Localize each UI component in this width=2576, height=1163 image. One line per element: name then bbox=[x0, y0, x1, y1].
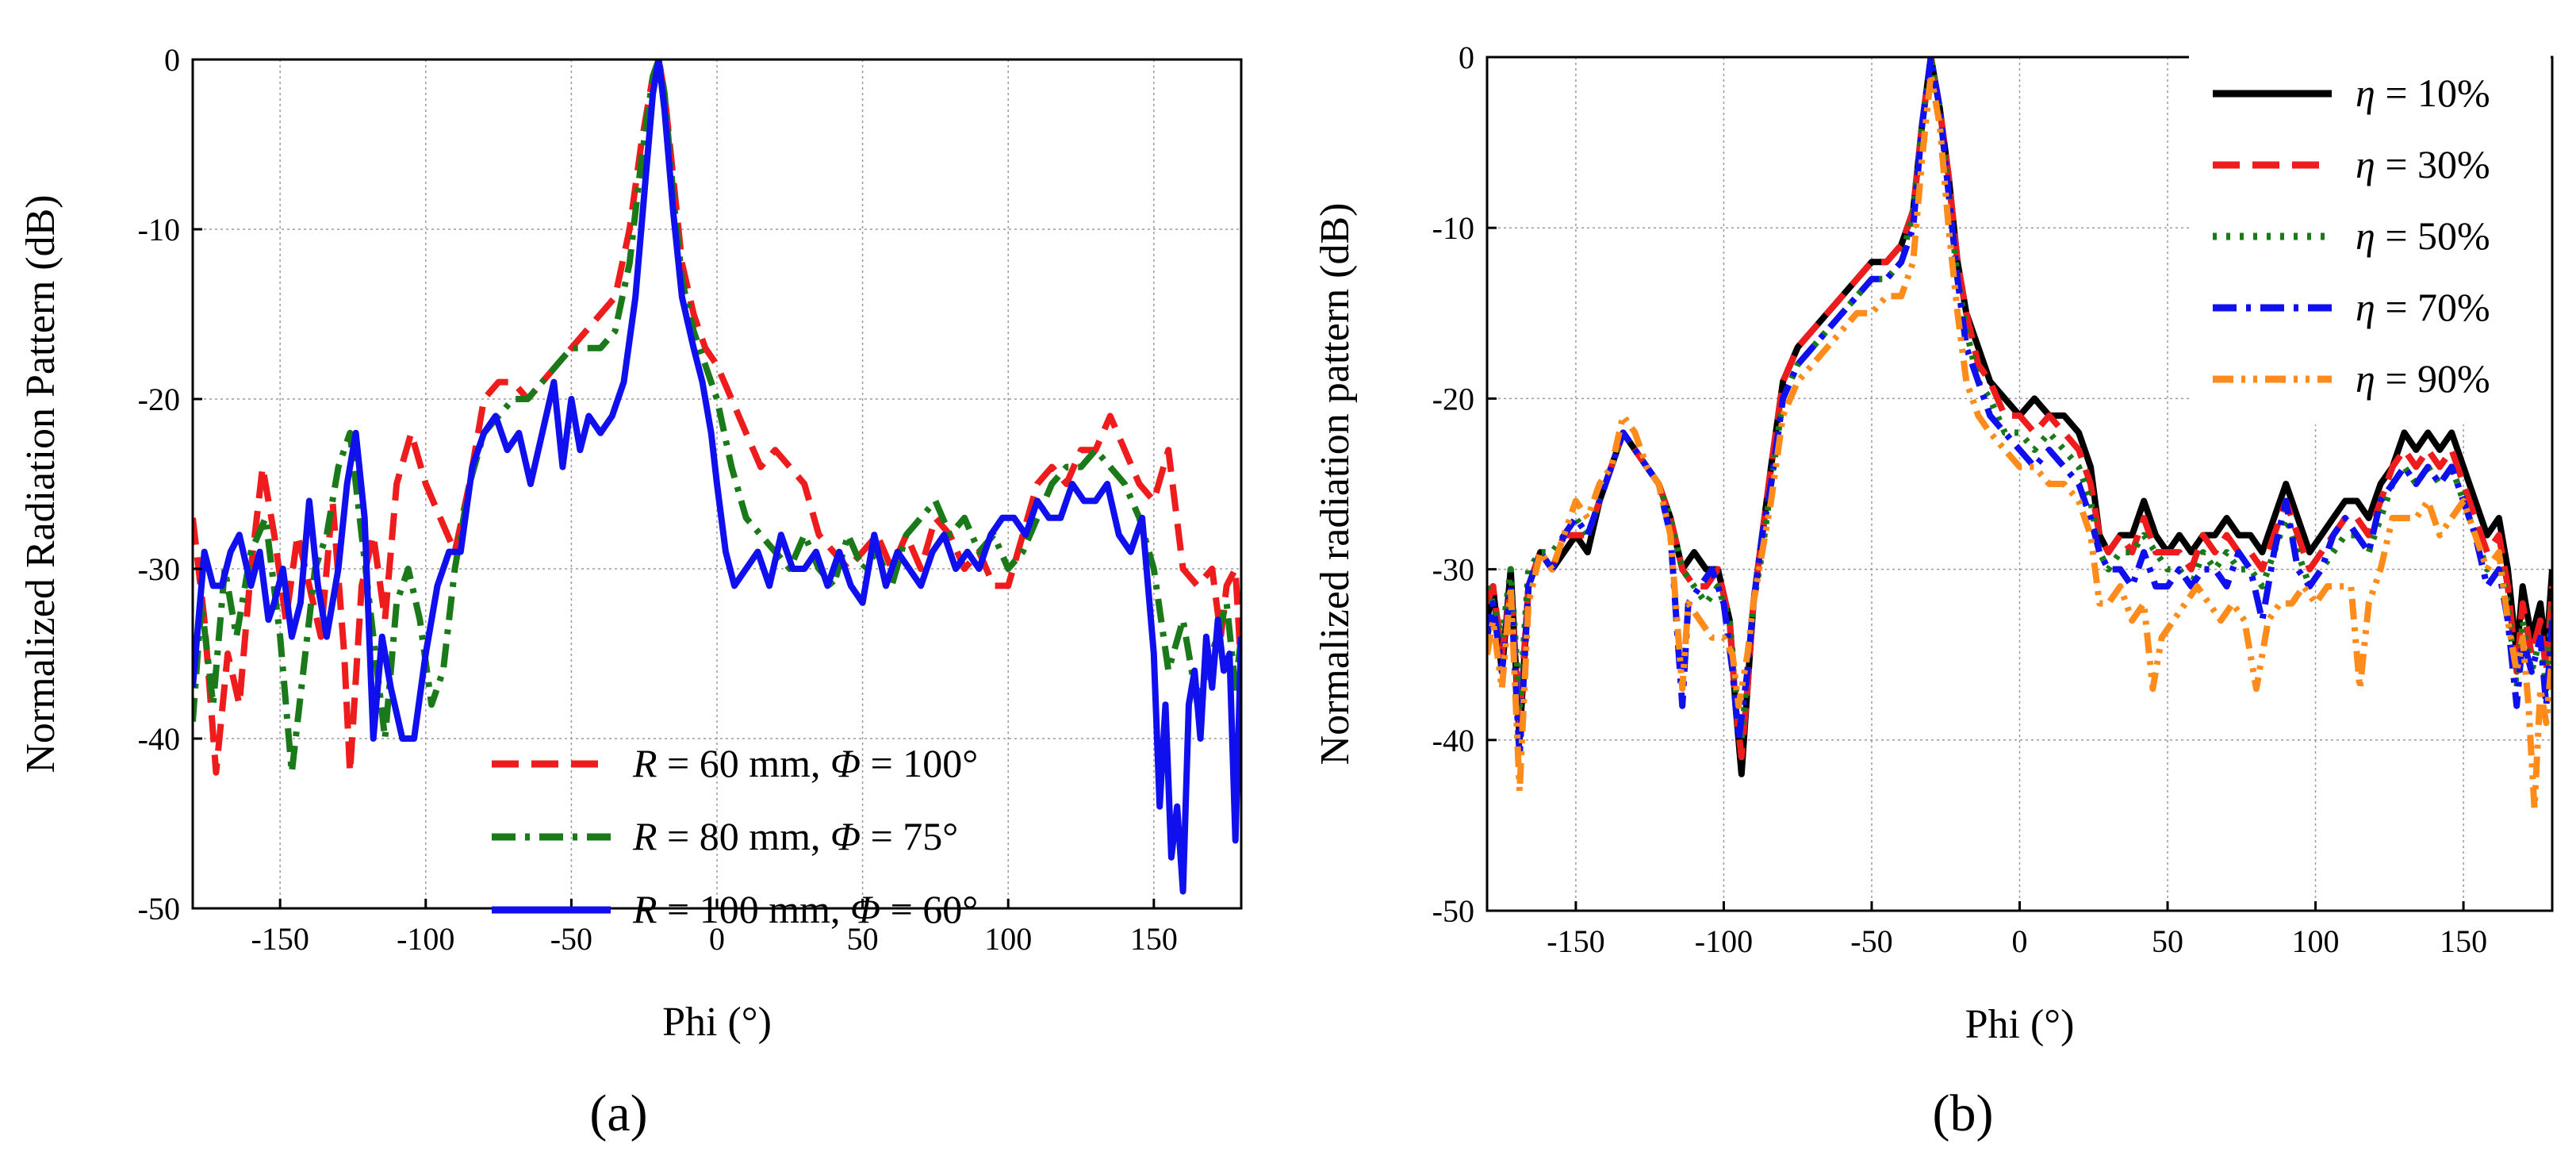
series-line-1 bbox=[193, 59, 1241, 776]
y-tick-label: -40 bbox=[138, 721, 180, 757]
y-axis-label: Normalized radiation pattern (dB) bbox=[1313, 203, 1358, 766]
y-tick-label: -10 bbox=[138, 212, 180, 248]
x-tick-label: 100 bbox=[984, 921, 1032, 957]
series-line-3 bbox=[193, 59, 1241, 895]
y-tick-label: -50 bbox=[1432, 893, 1474, 929]
x-tick-label: 0 bbox=[709, 921, 725, 957]
x-axis-label: Phi (°) bbox=[662, 1000, 772, 1045]
x-tick-label: 50 bbox=[2152, 923, 2183, 959]
legend-label-3: R = 100 mm, Φ = 60° bbox=[632, 887, 978, 931]
x-tick-label: -100 bbox=[1695, 923, 1753, 959]
series-line-2 bbox=[1487, 57, 2552, 761]
series-line-4 bbox=[1487, 57, 2552, 761]
x-tick-label: -100 bbox=[397, 921, 454, 957]
chart-a: -150 -100 -50 0 50 100 150 0 -10 -20 -30 -40 -50 Phi … bbox=[18, 42, 1243, 1142]
legend-label-3: η = 50% bbox=[2356, 213, 2490, 258]
legend-label-5: η = 90% bbox=[2356, 356, 2490, 401]
x-tick-label: -150 bbox=[251, 921, 309, 957]
x-tick-label: -150 bbox=[1547, 923, 1604, 959]
legend: R = 60 mm, Φ = 100° R = 80 mm, Φ = 75° R =… bbox=[492, 741, 978, 931]
legend-label-1: η = 10% bbox=[2356, 71, 2490, 115]
panel-label: (a) bbox=[589, 1084, 647, 1142]
x-tick-label: 50 bbox=[847, 921, 879, 957]
legend-label-4: η = 70% bbox=[2356, 285, 2490, 329]
legend: η = 10% η = 30% η = 50% η = 70% η = 90% bbox=[2189, 56, 2551, 424]
legend-background bbox=[2189, 56, 2551, 424]
y-tick-label: -40 bbox=[1432, 723, 1474, 758]
y-tick-label: 0 bbox=[1459, 40, 1474, 75]
y-tick-label: -20 bbox=[1432, 381, 1474, 416]
legend-label-2: η = 30% bbox=[2356, 142, 2490, 186]
x-tick-label: 150 bbox=[2440, 923, 2487, 959]
y-tick-label: -50 bbox=[138, 891, 180, 927]
x-tick-label: -50 bbox=[550, 921, 592, 957]
chart-b: -150 -100 -50 0 50 100 150 0 -10 -20 -30 -40 -50 Phi … bbox=[1313, 40, 2554, 1142]
y-tick-label: -30 bbox=[138, 551, 180, 587]
y-axis-label: Normalized Radiation Pattern (dB) bbox=[18, 194, 63, 773]
y-tick-label: -30 bbox=[1432, 552, 1474, 588]
y-tick-label: 0 bbox=[164, 42, 180, 78]
x-tick-label: 0 bbox=[2012, 923, 2028, 959]
y-tick-label: -20 bbox=[138, 382, 180, 417]
x-tick-label: -50 bbox=[1850, 923, 1892, 959]
y-tick-label: -10 bbox=[1432, 210, 1474, 246]
x-axis-label: Phi (°) bbox=[1965, 1002, 2075, 1047]
x-tick-label: 150 bbox=[1130, 921, 1178, 957]
legend-label-1: R = 60 mm, Φ = 100° bbox=[632, 741, 978, 785]
panel-label: (b) bbox=[1933, 1084, 1994, 1142]
x-tick-label: 100 bbox=[2292, 923, 2340, 959]
series-line-5 bbox=[1487, 71, 2552, 812]
legend-label-2: R = 80 mm, Φ = 75° bbox=[632, 814, 958, 858]
